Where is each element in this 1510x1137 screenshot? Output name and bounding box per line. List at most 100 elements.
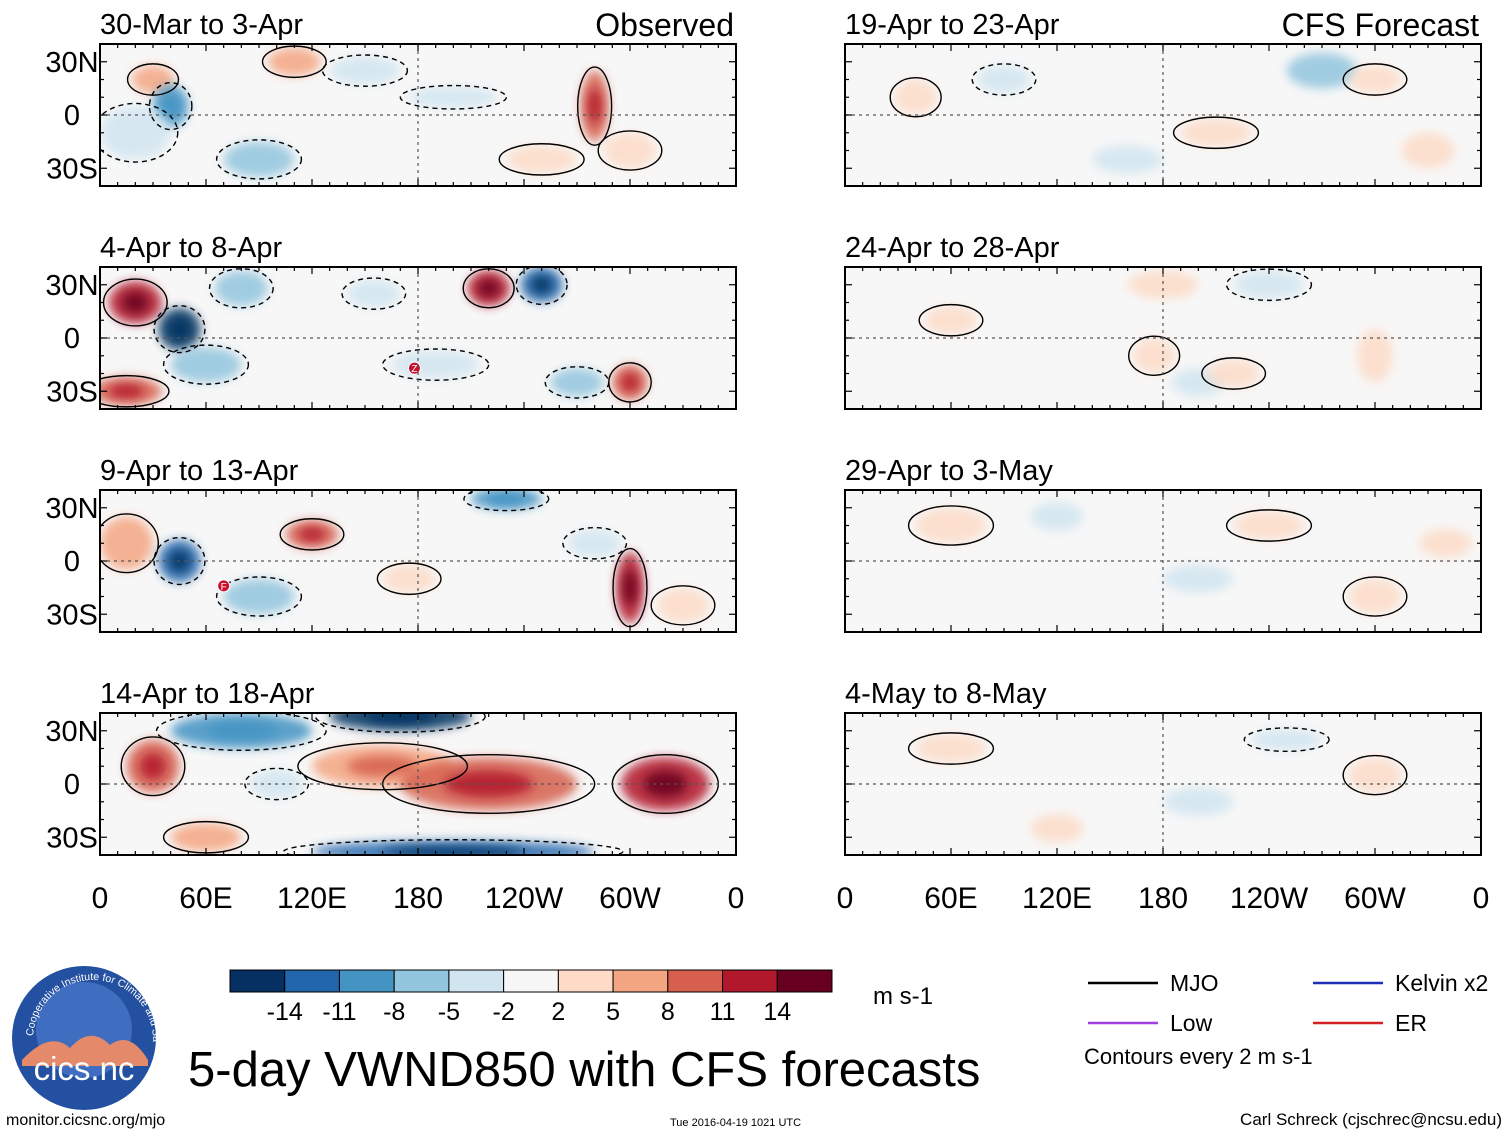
y-tick-label: 0 bbox=[64, 769, 80, 801]
anomaly-blob bbox=[1092, 145, 1163, 174]
anomaly-blob bbox=[1348, 65, 1402, 94]
contours bbox=[100, 45, 663, 180]
anomaly-core bbox=[161, 95, 180, 117]
x-tick-label: 180 bbox=[393, 882, 443, 915]
y-tick-label: 30S bbox=[46, 599, 98, 631]
colorbar-label: -8 bbox=[383, 998, 405, 1026]
mjo-contour bbox=[1342, 754, 1408, 796]
colorbar-label: 2 bbox=[551, 998, 565, 1026]
anomaly-blob bbox=[506, 145, 577, 174]
legend-label: Low bbox=[1170, 1010, 1213, 1036]
cics-logo: Cooperative Institute for Climate and Sa… bbox=[0, 959, 162, 1110]
anomaly-blob bbox=[1163, 564, 1234, 593]
mjo-contour bbox=[907, 732, 995, 765]
anomaly-core bbox=[139, 752, 167, 780]
x-tick-label: 120W bbox=[1230, 882, 1309, 915]
anomaly-blob bbox=[915, 507, 987, 544]
anomaly-field bbox=[924, 270, 1393, 397]
anomaly-core bbox=[488, 493, 524, 505]
mjo-contour bbox=[126, 63, 180, 96]
colorbar-swatch bbox=[557, 969, 614, 993]
anomaly-blob bbox=[223, 141, 295, 178]
map-panel bbox=[844, 489, 1482, 633]
mjo-contour bbox=[1128, 335, 1181, 376]
mjo-contour bbox=[498, 143, 585, 176]
legend: MJO Kelvin x2 Low ER bbox=[1088, 970, 1488, 1036]
anomaly-blob bbox=[1132, 338, 1176, 374]
column-header: CFS Forecast bbox=[1282, 7, 1479, 43]
anomaly-core bbox=[168, 318, 191, 340]
logo-mountain-icon bbox=[22, 1035, 148, 1066]
anomaly-blob bbox=[100, 516, 153, 570]
y-tick-label: 0 bbox=[64, 546, 80, 578]
mjo-contour bbox=[463, 490, 550, 512]
mjo-contour bbox=[279, 518, 345, 551]
y-tick-label: 0 bbox=[64, 323, 80, 355]
y-tick-label: 30N bbox=[45, 716, 98, 748]
panel-period-label: 19-Apr to 23-Apr bbox=[845, 9, 1060, 41]
mjo-contour bbox=[341, 277, 407, 310]
anomaly-blob bbox=[550, 368, 604, 397]
mjo-contour bbox=[918, 303, 984, 337]
mjo-contour bbox=[381, 348, 490, 381]
panel-period-label: 9-Apr to 13-Apr bbox=[100, 455, 299, 487]
colorbar-swatch bbox=[448, 969, 505, 993]
mjo-contour bbox=[153, 536, 206, 586]
anomaly-blob bbox=[1180, 118, 1252, 147]
mjo-contour bbox=[399, 84, 508, 110]
storm-marker-letter: F bbox=[221, 582, 227, 593]
mjo-contour bbox=[100, 513, 159, 574]
y-tick-label: 30N bbox=[45, 270, 98, 302]
anomaly-blob bbox=[170, 823, 242, 852]
anomaly-blob bbox=[382, 564, 436, 593]
panel-period-label: 4-Apr to 8-Apr bbox=[100, 232, 282, 264]
anomaly-blob bbox=[131, 65, 175, 94]
mjo-contour bbox=[208, 268, 274, 309]
mjo-contour bbox=[120, 736, 186, 797]
anomaly-blob bbox=[1419, 529, 1473, 558]
footer-url[interactable]: monitor.cicsnc.org/mjo bbox=[6, 1112, 166, 1129]
mjo-contour bbox=[1342, 576, 1408, 617]
mjo-contour bbox=[1172, 116, 1260, 150]
x-tick-label: 120E bbox=[277, 882, 347, 915]
anomaly-blob bbox=[894, 79, 937, 115]
panel-period-label: 24-Apr to 28-Apr bbox=[845, 232, 1060, 264]
colorbar-swatch bbox=[612, 969, 669, 993]
y-tick-label: 30N bbox=[45, 47, 98, 79]
anomaly-blob bbox=[223, 578, 295, 615]
mjo-contour bbox=[100, 102, 179, 163]
colorbar-label: -14 bbox=[267, 998, 303, 1026]
contours bbox=[889, 63, 1408, 150]
anomaly-field bbox=[894, 52, 1455, 174]
x-tick-label: 0 bbox=[837, 882, 854, 915]
panel-period-label: 4-May to 8-May bbox=[845, 678, 1047, 710]
mjo-contour bbox=[297, 742, 469, 791]
mjo-contour bbox=[1243, 727, 1330, 753]
anomaly-blob bbox=[100, 106, 171, 160]
x-tick-label: 180 bbox=[1138, 882, 1188, 915]
mjo-contour bbox=[544, 366, 610, 399]
mjo-contour bbox=[376, 562, 442, 596]
x-tick-label: 60W bbox=[1344, 882, 1406, 915]
legend-label: ER bbox=[1395, 1010, 1427, 1036]
anomaly-blob bbox=[1286, 52, 1358, 89]
x-tick-label: 120W bbox=[485, 882, 564, 915]
anomaly-core bbox=[531, 275, 553, 294]
anomaly-core bbox=[622, 569, 638, 606]
colorbar-swatch bbox=[229, 969, 286, 993]
anomaly-blob bbox=[1348, 578, 1402, 615]
anomaly-blob bbox=[977, 65, 1031, 94]
mjo-contour bbox=[215, 576, 303, 617]
colorbar-label: 14 bbox=[763, 998, 791, 1026]
legend-label: MJO bbox=[1170, 970, 1219, 996]
anomaly-blob bbox=[1251, 728, 1322, 751]
colorbar-swatch bbox=[776, 969, 833, 993]
colorbar-label: 8 bbox=[661, 998, 675, 1026]
x-tick-label: 120E bbox=[1022, 882, 1092, 915]
anomaly-blob bbox=[1233, 511, 1305, 540]
mjo-contour bbox=[889, 77, 942, 118]
anomaly-blob bbox=[214, 270, 268, 307]
anomaly-blob bbox=[568, 529, 622, 558]
